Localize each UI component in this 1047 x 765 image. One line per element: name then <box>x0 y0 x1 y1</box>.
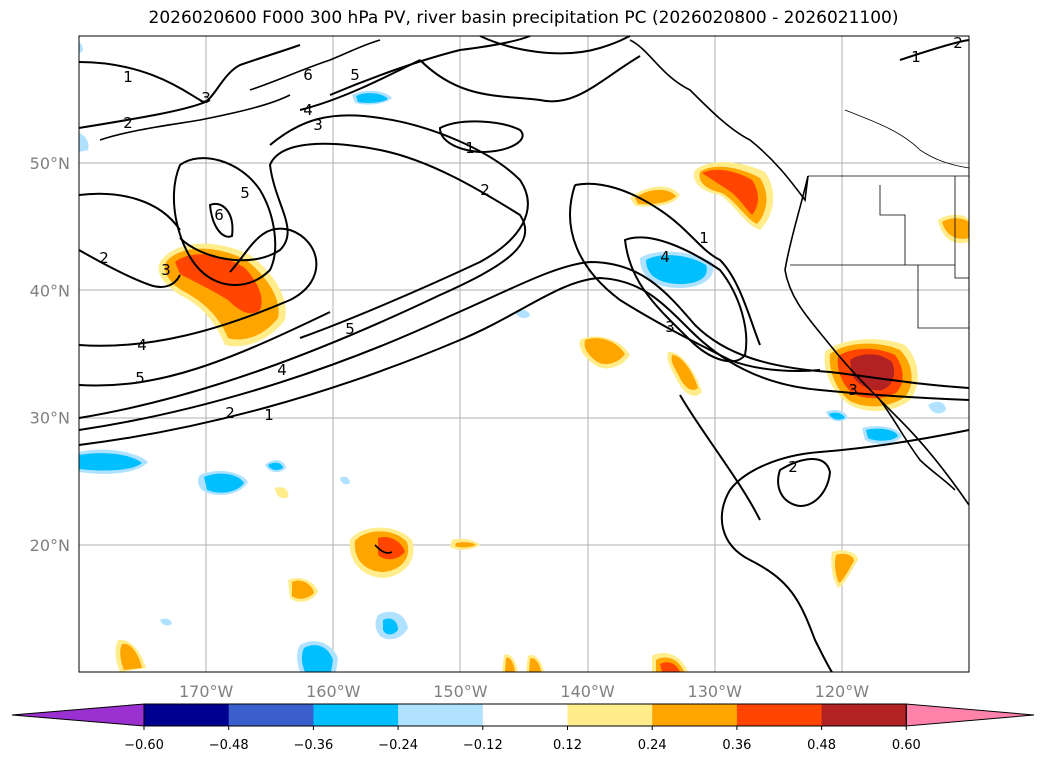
latitude-labels: 50°N 40°N 30°N 20°N <box>30 154 70 555</box>
contour-label: 3 <box>161 261 171 279</box>
graticule <box>79 36 969 672</box>
colorbar-tick-label: −0.60 <box>124 738 164 753</box>
lon-label: 150°W <box>433 682 488 701</box>
contour-label: 2 <box>953 34 963 52</box>
colorbar-tick-label: 0.24 <box>638 738 667 753</box>
contour-label: 4 <box>660 248 670 266</box>
precip-negative-areas <box>79 42 946 672</box>
contour-label: 2 <box>123 114 133 132</box>
contour-label: 2 <box>99 249 109 267</box>
colorbar-tick-label: 0.48 <box>807 738 836 753</box>
map-title: 2026020600 F000 300 hPa PV, river basin … <box>148 8 899 28</box>
colorbar-bin <box>567 704 653 726</box>
contour-label: 5 <box>350 66 360 84</box>
colorbar-extend-min <box>11 703 145 727</box>
lat-label: 40°N <box>30 281 70 300</box>
lon-label: 130°W <box>688 682 743 701</box>
pv-contours <box>78 35 970 673</box>
colorbar-tick-label: −0.36 <box>293 738 333 753</box>
map-frame <box>78 35 970 673</box>
contour-label: 5 <box>345 320 355 338</box>
colorbar-bin <box>821 704 907 726</box>
lat-label: 50°N <box>30 154 70 173</box>
contour-label: 2 <box>480 181 490 199</box>
contour-label: 5 <box>135 369 145 387</box>
colorbar-bin <box>228 704 314 726</box>
contour-label: 4 <box>277 361 287 379</box>
colorbar-bin <box>736 704 823 726</box>
colorbar-tick-label: 0.60 <box>892 738 921 753</box>
colorbar-tick-label: 0.12 <box>553 738 582 753</box>
lon-label: 120°W <box>815 682 870 701</box>
colorbar-bin <box>144 704 230 726</box>
contour-label: 1 <box>699 229 709 247</box>
longitude-labels: 170°W 160°W 150°W 140°W 130°W 120°W <box>179 682 869 701</box>
contour-label: 3 <box>201 89 211 107</box>
lon-label: 160°W <box>306 682 361 701</box>
contour-label: 5 <box>240 184 250 202</box>
contour-label: 4 <box>137 336 147 354</box>
coastlines <box>99 39 970 554</box>
colorbar-tick-label: −0.24 <box>378 738 418 753</box>
contour-label: 3 <box>848 381 858 399</box>
colorbar-bin <box>398 704 484 726</box>
precip-positive-areas <box>115 161 969 672</box>
lat-label: 20°N <box>30 536 70 555</box>
contour-label: 3 <box>313 116 323 134</box>
contour-label: 4 <box>303 101 313 119</box>
contour-label: 1 <box>123 68 133 86</box>
lon-label: 140°W <box>560 682 615 701</box>
colorbar-bin <box>652 704 738 726</box>
contour-label: 1 <box>911 48 921 66</box>
lat-label: 30°N <box>30 409 70 428</box>
contour-label: 6 <box>214 206 224 224</box>
colorbar-tick-label: −0.48 <box>209 738 249 753</box>
contour-label: 1 <box>264 406 274 424</box>
colorbar-extend-max <box>905 703 1035 727</box>
contour-label: 6 <box>303 66 313 84</box>
lon-label: 170°W <box>179 682 234 701</box>
contour-label: 1 <box>465 139 475 157</box>
contour-label: 2 <box>225 404 235 422</box>
state-borders <box>790 109 970 329</box>
colorbar-outline <box>143 703 907 727</box>
map-area <box>79 36 969 672</box>
colorbar: −0.60 −0.48 −0.36 −0.24 −0.12 0.12 0.24 0.36 0.4… <box>11 703 1035 753</box>
colorbar-bin <box>313 704 399 726</box>
contour-label: 3 <box>665 318 675 336</box>
colorbar-tick-label: −0.12 <box>463 738 503 753</box>
contour-label: 2 <box>788 458 798 476</box>
colorbar-bin <box>482 704 568 726</box>
colorbar-tick-label: 0.36 <box>722 738 751 753</box>
